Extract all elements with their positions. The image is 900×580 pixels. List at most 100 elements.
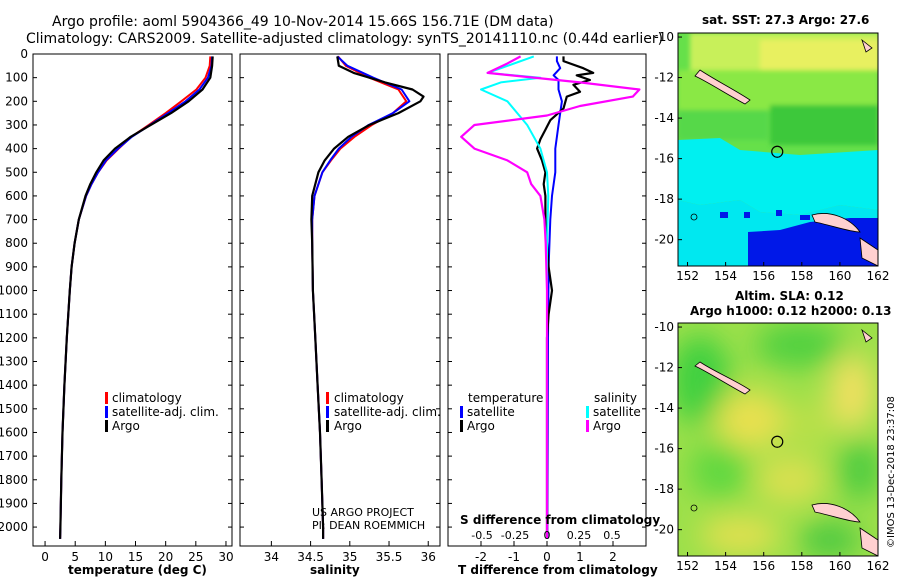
sla-map-frame xyxy=(677,322,879,557)
sst-map-ticks: 152 154 156 158 160 162 -10 -12 -14 -16 -18 -20 xyxy=(654,30,889,283)
difference-legend: temperature salinity satellite Argo sate… xyxy=(460,391,641,433)
x-tick-label: 20 xyxy=(158,550,173,564)
s-tick-label: -0.5 xyxy=(471,529,492,542)
x-tick-label: 34 xyxy=(264,550,279,564)
lon-tick-label: 156 xyxy=(752,269,775,283)
s-tick-label: 0.5 xyxy=(603,529,621,542)
legend-swatch-temp-satellite xyxy=(460,406,463,418)
x-tick-label: 25 xyxy=(188,550,203,564)
lon-tick-label: 160 xyxy=(828,559,851,573)
depth-axis-labels: 0 100 200 300 400 500 600 700 800 900 1000 1100 1200… xyxy=(0,47,28,534)
depth-tick-label: 200 xyxy=(5,94,28,108)
lon-tick-label: 152 xyxy=(676,559,699,573)
salinity-x-axis-label: salinity xyxy=(310,563,360,577)
legend-swatch-argo xyxy=(105,420,108,432)
legend-swatch-temp-argo xyxy=(460,420,463,432)
legend-swatch-satellite xyxy=(105,406,108,418)
lat-tick-label: -16 xyxy=(654,442,674,456)
lat-tick-label: -20 xyxy=(654,233,674,247)
temperature-panel: 0100200300400500600700800900100011001200… xyxy=(0,47,234,577)
lon-tick-label: 152 xyxy=(676,269,699,283)
depth-tick-label: 700 xyxy=(5,213,28,227)
s-tick-label: -0.25 xyxy=(501,529,529,542)
argo-float-marker xyxy=(771,435,784,448)
legend-label-argo: Argo xyxy=(112,419,140,433)
x-tick-label: 0 xyxy=(543,550,551,564)
x-tick-label: 30 xyxy=(218,550,233,564)
depth-tick-label: 400 xyxy=(5,142,28,156)
sst-map-field xyxy=(678,33,878,266)
lat-tick-label: -18 xyxy=(654,192,674,206)
depth-tick-label: 1200 xyxy=(0,331,28,345)
lat-tick-label: -12 xyxy=(654,361,674,375)
lat-tick-label: -20 xyxy=(654,523,674,537)
x-tick-label: 0 xyxy=(41,550,49,564)
lon-tick-label: 160 xyxy=(828,269,851,283)
lat-tick-label: -16 xyxy=(654,152,674,166)
x-tick-label: 5 xyxy=(71,550,79,564)
x-tick-label: -1 xyxy=(508,550,520,564)
depth-tick-label: 1600 xyxy=(0,425,28,439)
temperature-plot-frame xyxy=(32,53,233,547)
x-tick-label: 10 xyxy=(98,550,113,564)
legend-swatch-climatology xyxy=(326,392,329,404)
legend-swatch-argo xyxy=(326,420,329,432)
lat-tick-label: -10 xyxy=(654,320,674,334)
salinity-legend: climatology satellite-adj. clim. Argo xyxy=(326,391,441,433)
depth-tick-label: 1800 xyxy=(0,473,28,487)
sst-map-title: sat. SST: 27.3 Argo: 27.6 xyxy=(702,13,869,27)
argo-float-marker xyxy=(771,145,784,158)
x-tick-label: 15 xyxy=(128,550,143,564)
legend-title-temperature: temperature xyxy=(468,391,543,405)
s-tick-label: 0.25 xyxy=(567,529,592,542)
legend-title-salinity: salinity xyxy=(594,391,637,405)
legend-label-satellite: satellite-adj. clim. xyxy=(112,405,219,419)
legend-label-temp-satellite: satellite xyxy=(467,405,515,419)
lat-tick-label: -14 xyxy=(654,111,674,125)
series-line-salinity-argo xyxy=(460,55,641,539)
figure-title-line2: Climatology: CARS2009. Satellite-adjuste… xyxy=(26,31,663,47)
depth-tick-label: 0 xyxy=(20,47,28,61)
lat-tick-label: -10 xyxy=(654,30,674,44)
salinity-x-ticks: 34 34.5 35 35.5 36 xyxy=(240,53,440,564)
legend-label-climatology: climatology xyxy=(334,391,404,405)
depth-tick-label: 2000 xyxy=(0,520,28,534)
depth-tick-label: 800 xyxy=(5,236,28,250)
depth-tick-label: 500 xyxy=(5,165,28,179)
salinity-series xyxy=(310,55,425,539)
lon-tick-label: 156 xyxy=(752,559,775,573)
temperature-x-axis-label: temperature (deg C) xyxy=(68,563,207,577)
legend-label-climatology: climatology xyxy=(112,391,182,405)
legend-swatch-satellite xyxy=(326,406,329,418)
difference-x-ticks: -2 -1 0 1 2 xyxy=(448,53,646,564)
legend-label-argo: Argo xyxy=(334,419,362,433)
x-tick-label: 2 xyxy=(609,550,617,564)
imos-timestamp: ©IMOS 13-Dec-2018 23:37:08 xyxy=(886,396,897,548)
difference-x-axis-label: T difference from climatology xyxy=(458,563,658,577)
legend-label-satellite: satellite-adj. clim. xyxy=(334,405,441,419)
temperature-legend: climatology satellite-adj. clim. Argo xyxy=(105,391,219,433)
difference-series xyxy=(460,55,641,539)
x-tick-label: 34.5 xyxy=(297,550,324,564)
lat-tick-label: -12 xyxy=(654,71,674,85)
sla-map-panel: Altim. SLA: 0.12 Argo h1000: 0.12 h2000:… xyxy=(654,289,891,573)
project-credit: US ARGO PROJECT xyxy=(312,506,414,519)
pi-credit: PI: DEAN ROEMMICH xyxy=(312,519,425,532)
x-tick-label: 36 xyxy=(421,550,436,564)
lon-tick-label: 162 xyxy=(867,559,890,573)
depth-tick-label: 1400 xyxy=(0,378,28,392)
lat-tick-label: -14 xyxy=(654,401,674,415)
legend-label-sal-argo: Argo xyxy=(593,419,621,433)
x-tick-label: 35.5 xyxy=(376,550,403,564)
legend-swatch-sal-argo xyxy=(586,420,589,432)
depth-tick-label: 1900 xyxy=(0,496,28,510)
salinity-plot-frame xyxy=(239,53,441,547)
depth-tick-label: 100 xyxy=(5,71,28,85)
salinity-panel: 34 34.5 35 35.5 36 salinity climatology sate… xyxy=(239,53,441,577)
depth-tick-label: 1700 xyxy=(0,449,28,463)
lon-tick-label: 162 xyxy=(867,269,890,283)
temperature-series xyxy=(59,56,214,539)
x-tick-label: 1 xyxy=(576,550,584,564)
figure-title-line1: Argo profile: aoml 5904366_49 10-Nov-201… xyxy=(52,14,554,30)
depth-tick-label: 1300 xyxy=(0,355,28,369)
